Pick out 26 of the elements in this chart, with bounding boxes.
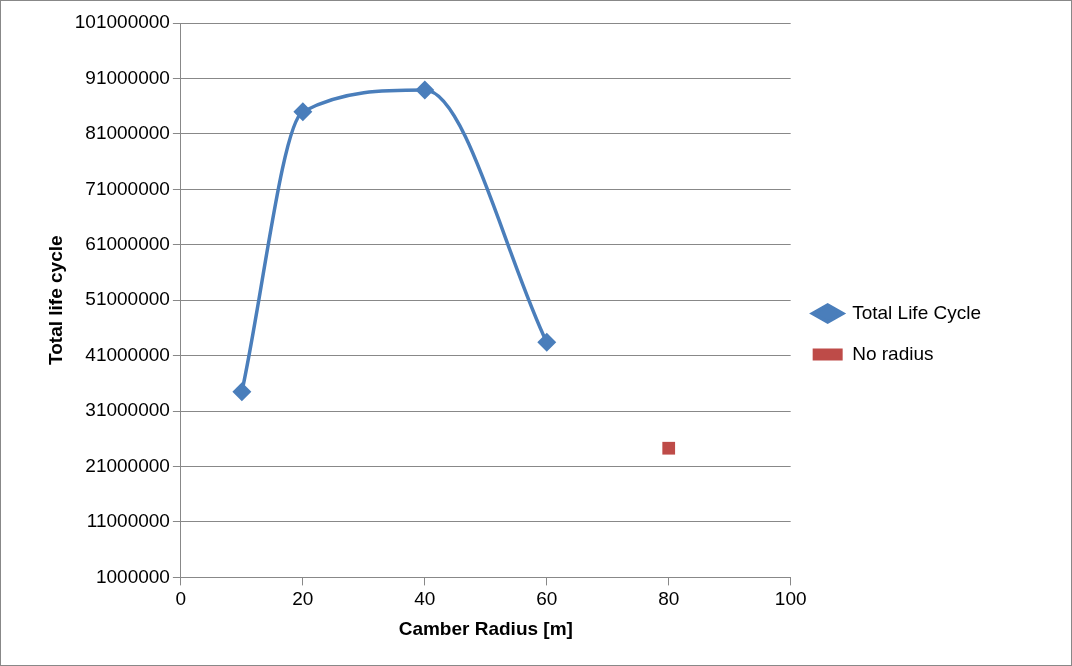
- y-tick-label: 91000000: [85, 66, 170, 88]
- x-tick-label: 60: [536, 588, 558, 610]
- y-tick-label: 31000000: [85, 399, 170, 421]
- y-tick-label: 101000000: [74, 11, 170, 33]
- point: [662, 441, 676, 455]
- x-tick-label: 100: [774, 588, 807, 610]
- y-axis-title: Total life cycle: [44, 235, 66, 365]
- point: [538, 333, 556, 352]
- x-axis-title: Camber Radius [m]: [398, 617, 573, 639]
- x-tick-label: 20: [292, 588, 314, 610]
- point: [416, 81, 434, 99]
- legend-label: Total Life Cycle: [852, 301, 982, 323]
- y-tick-label: 11000000: [86, 510, 170, 532]
- x-tick-label: 80: [658, 588, 680, 610]
- y-tick-label: 51000000: [85, 288, 170, 310]
- legend-label: No radius: [852, 342, 934, 364]
- x-tick-label: 0: [175, 588, 187, 610]
- y-tick-label: 21000000: [85, 454, 170, 476]
- y-tick-label: 61000000: [85, 232, 170, 254]
- x-tick-label: 40: [414, 588, 436, 610]
- y-tick-label: 71000000: [85, 177, 170, 199]
- y-tick-label: 41000000: [85, 343, 170, 365]
- point: [294, 102, 312, 121]
- point: [233, 382, 251, 401]
- y-tick-label: 81000000: [85, 122, 170, 144]
- y-tick-label: 1000000: [95, 565, 170, 587]
